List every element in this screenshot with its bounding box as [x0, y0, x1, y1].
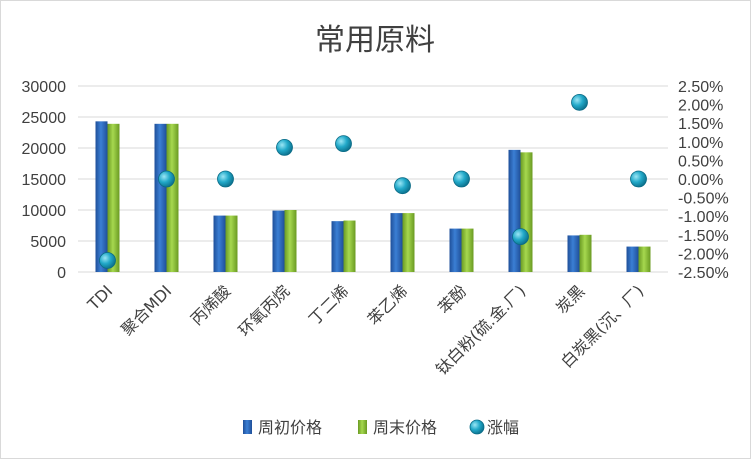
change-marker — [335, 135, 352, 153]
left-tick-label: 0 — [57, 265, 66, 282]
bar-start-price — [154, 123, 167, 272]
chart-title: 常用原料 — [315, 23, 435, 58]
change-marker — [217, 170, 234, 188]
right-tick-label: 0.00% — [678, 172, 723, 189]
legend-swatch — [358, 420, 367, 434]
bar-end-price — [638, 246, 651, 272]
right-tick-label: -2.00% — [678, 246, 729, 263]
bar-start-price — [626, 246, 639, 272]
bar-start-price — [95, 121, 108, 272]
bar-start-price — [272, 210, 285, 272]
left-tick-label: 20000 — [22, 141, 67, 158]
left-tick-label: 25000 — [22, 110, 67, 127]
change-marker — [630, 170, 647, 188]
right-tick-label: -0.50% — [678, 191, 729, 208]
bar-start-price — [567, 235, 580, 272]
change-marker — [571, 93, 588, 111]
left-tick-label: 5000 — [30, 234, 66, 251]
bar-start-price — [331, 221, 344, 272]
bar-end-price — [461, 228, 474, 272]
bar-start-price — [390, 213, 403, 272]
bar-end-price — [579, 234, 592, 272]
bar-end-price — [284, 210, 297, 272]
change-marker — [276, 138, 293, 156]
legend-swatch — [243, 420, 252, 434]
left-tick-label: 15000 — [22, 172, 67, 189]
right-tick-label: -2.50% — [678, 265, 729, 282]
right-tick-label: 1.50% — [678, 116, 723, 133]
right-tick-label: -1.50% — [678, 228, 729, 245]
change-markers — [99, 93, 647, 269]
bar-start-price — [449, 228, 462, 272]
change-marker — [453, 170, 470, 188]
legend: 周初价格 周末价格 涨幅 — [243, 418, 519, 437]
bar-end-price — [343, 220, 356, 272]
legend-label: 周初价格 — [258, 418, 322, 437]
change-marker — [512, 228, 529, 246]
bar-start-price — [508, 149, 521, 272]
bar-end-price — [107, 123, 120, 272]
legend-label: 周末价格 — [373, 418, 437, 437]
bars — [95, 121, 651, 272]
bar-end-price — [166, 123, 179, 272]
right-tick-label: 1.00% — [678, 135, 723, 152]
right-axis: -2.50% -2.00%-1.50% -1.00%-0.50% 0.00% 0.50%… — [678, 79, 729, 282]
legend-label: 涨幅 — [487, 418, 519, 437]
bar-start-price — [213, 215, 226, 272]
right-tick-label: 0.50% — [678, 153, 723, 170]
bar-end-price — [402, 213, 415, 272]
left-axis: 0 5000 10000 15000 20000 25000 30000 — [22, 79, 67, 282]
right-tick-label: -1.00% — [678, 209, 729, 226]
right-tick-label: 2.50% — [678, 79, 723, 96]
change-marker — [158, 170, 175, 188]
right-tick-label: 2.00% — [678, 98, 723, 115]
change-marker — [394, 177, 411, 195]
left-tick-label: 30000 — [22, 79, 67, 96]
legend-swatch — [469, 419, 485, 435]
bar-end-price — [225, 215, 238, 272]
change-marker — [99, 252, 116, 269]
bar-end-price — [520, 152, 533, 272]
left-tick-label: 10000 — [22, 203, 67, 220]
